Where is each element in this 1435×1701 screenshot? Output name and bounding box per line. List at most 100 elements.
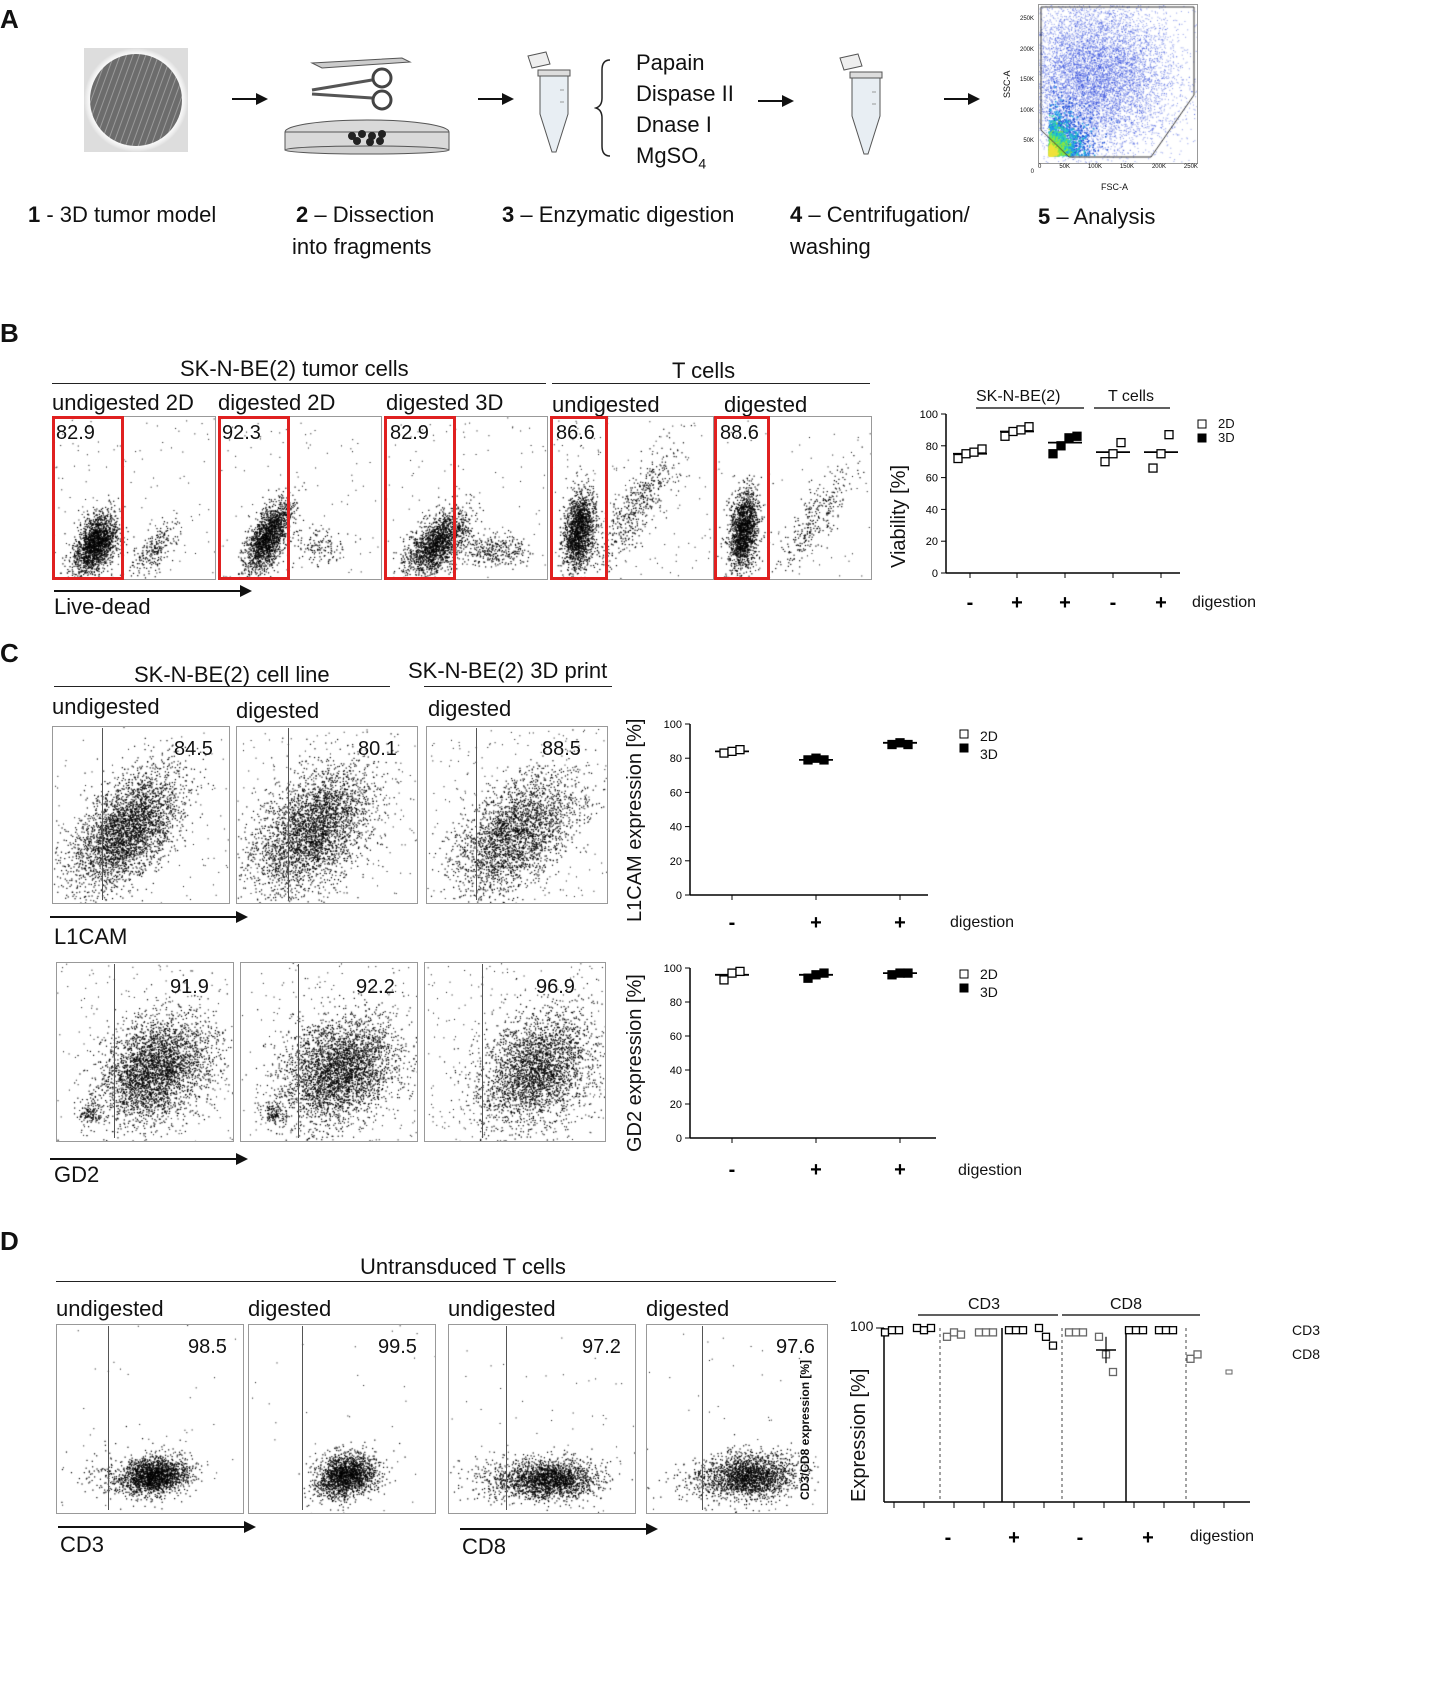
gate-line xyxy=(298,964,299,1138)
data-point xyxy=(1116,437,1126,448)
scatter-dots xyxy=(241,963,417,1141)
viability-ylabel: Viability [%] xyxy=(888,464,910,568)
digestion-sign: - xyxy=(945,1527,952,1549)
l1cam-plot xyxy=(236,726,418,904)
group-line xyxy=(52,383,546,384)
scatter-dots xyxy=(53,417,215,579)
gate-percentage: 98.5 xyxy=(188,1336,227,1358)
gate-percentage: 92.2 xyxy=(356,976,395,998)
data-point xyxy=(887,1326,897,1335)
data-point xyxy=(1064,433,1074,443)
axis-arrow xyxy=(460,1523,658,1535)
data-point xyxy=(1034,1323,1044,1333)
live-dead-axis-label: Live-dead xyxy=(54,594,151,619)
live-dead-plot xyxy=(384,416,548,580)
digestion-sign: + xyxy=(1142,1527,1154,1549)
data-point xyxy=(1164,430,1174,440)
data-point xyxy=(1131,1326,1141,1335)
data-point xyxy=(953,453,963,464)
col-label: undigested xyxy=(52,694,160,719)
data-point xyxy=(1154,1326,1164,1335)
data-point xyxy=(1148,463,1158,473)
live-gate xyxy=(714,416,770,580)
digestion-sign: - xyxy=(1077,1527,1084,1549)
data-point xyxy=(988,1328,998,1337)
cd8-axis-label: CD8 xyxy=(462,1534,507,1559)
axis-arrow xyxy=(58,1521,256,1533)
y-tick-label: 20 xyxy=(926,536,938,548)
dissection-tools-icon xyxy=(282,48,452,156)
gd2-chart: 100 80 60 40 20 0 - + + GD2 expression [%] 2D 3D… xyxy=(618,940,1038,1190)
data-point xyxy=(894,1326,904,1335)
y-tick-label: 0 xyxy=(932,568,938,580)
digestion-label: digestion xyxy=(950,914,1015,931)
data-point xyxy=(1156,449,1166,459)
y-tick-label: 40 xyxy=(670,1065,682,1077)
y-tick-label: 80 xyxy=(926,441,938,453)
gate-percentage: 92.3 xyxy=(222,422,261,444)
cd3-axis-label: CD3 xyxy=(60,1532,105,1557)
data-point xyxy=(880,1328,890,1337)
gate-line xyxy=(108,1326,109,1510)
group-line xyxy=(56,1281,836,1282)
live-dead-plot xyxy=(52,416,216,580)
data-point xyxy=(719,748,729,758)
live-gate xyxy=(384,416,456,580)
gd2-plot xyxy=(56,962,234,1142)
data-point xyxy=(1094,1332,1104,1341)
scatter-dots xyxy=(249,1325,435,1513)
data-point xyxy=(735,745,745,755)
plot-label: digested 2D xyxy=(218,390,336,415)
scatter-dots xyxy=(385,417,547,579)
l1cam-chart: 100 80 60 40 20 0- + + L1CAM expression [%] 2D … xyxy=(618,690,1038,940)
digestion-sign: - xyxy=(1110,592,1117,614)
group-line xyxy=(54,686,390,687)
data-point xyxy=(1186,1354,1195,1363)
flow-arrow xyxy=(232,93,268,105)
l1cam-ylabel: L1CAM expression [%] xyxy=(624,718,646,922)
data-point xyxy=(1108,1367,1118,1377)
step-2-caption-line2: into fragments xyxy=(292,234,432,259)
data-point xyxy=(1168,1326,1178,1335)
legend-3d: 3D xyxy=(1218,430,1235,445)
col-label: digested xyxy=(236,698,320,723)
viability-chart: 100 80 60 40 20 0 - + + - + SK-N-BE(2) T cells Via… xyxy=(880,386,1300,626)
live-gate xyxy=(218,416,290,580)
data-point xyxy=(1161,1326,1171,1335)
flow-arrow xyxy=(478,93,514,105)
digestion-sign: + xyxy=(810,912,822,934)
data-point xyxy=(811,753,821,763)
y-tick-label: 100 xyxy=(664,719,682,731)
gate-percentage: 80.1 xyxy=(358,738,397,760)
data-point xyxy=(819,968,829,978)
data-point xyxy=(919,1326,929,1335)
data-point xyxy=(719,975,729,985)
reagent-papain: Papain xyxy=(636,50,705,75)
gate-line xyxy=(702,1326,703,1510)
group-line xyxy=(552,383,870,384)
reagent-dispase: Dispase II xyxy=(636,81,734,106)
data-point xyxy=(942,1332,952,1341)
plot-label: undigested 2D xyxy=(52,390,194,415)
data-point xyxy=(1072,431,1082,441)
gd2-axis-label: GD2 xyxy=(54,1162,100,1187)
gate-line xyxy=(482,964,483,1138)
live-dead-plot xyxy=(714,416,872,580)
gate-line xyxy=(102,728,103,900)
scatter-dots xyxy=(551,417,713,579)
mini-yticks: 250K 200K 150K 100K 50K 0 xyxy=(1019,16,1034,175)
data-point xyxy=(819,755,829,765)
data-point xyxy=(887,970,897,980)
digestion-label: digestion xyxy=(958,1162,1023,1179)
scatter-dots xyxy=(715,417,871,579)
y-tick-label: 80 xyxy=(670,997,682,1009)
data-point xyxy=(1011,1326,1021,1335)
y-tick-label: 80 xyxy=(670,753,682,765)
y-tick-label: 0 xyxy=(676,1133,682,1145)
cd8-plot xyxy=(646,1324,828,1514)
scatter-dots xyxy=(219,417,381,579)
scatter-dots xyxy=(427,727,607,903)
live-gate xyxy=(550,416,608,580)
data-point xyxy=(969,447,979,457)
gate-line xyxy=(476,728,477,900)
